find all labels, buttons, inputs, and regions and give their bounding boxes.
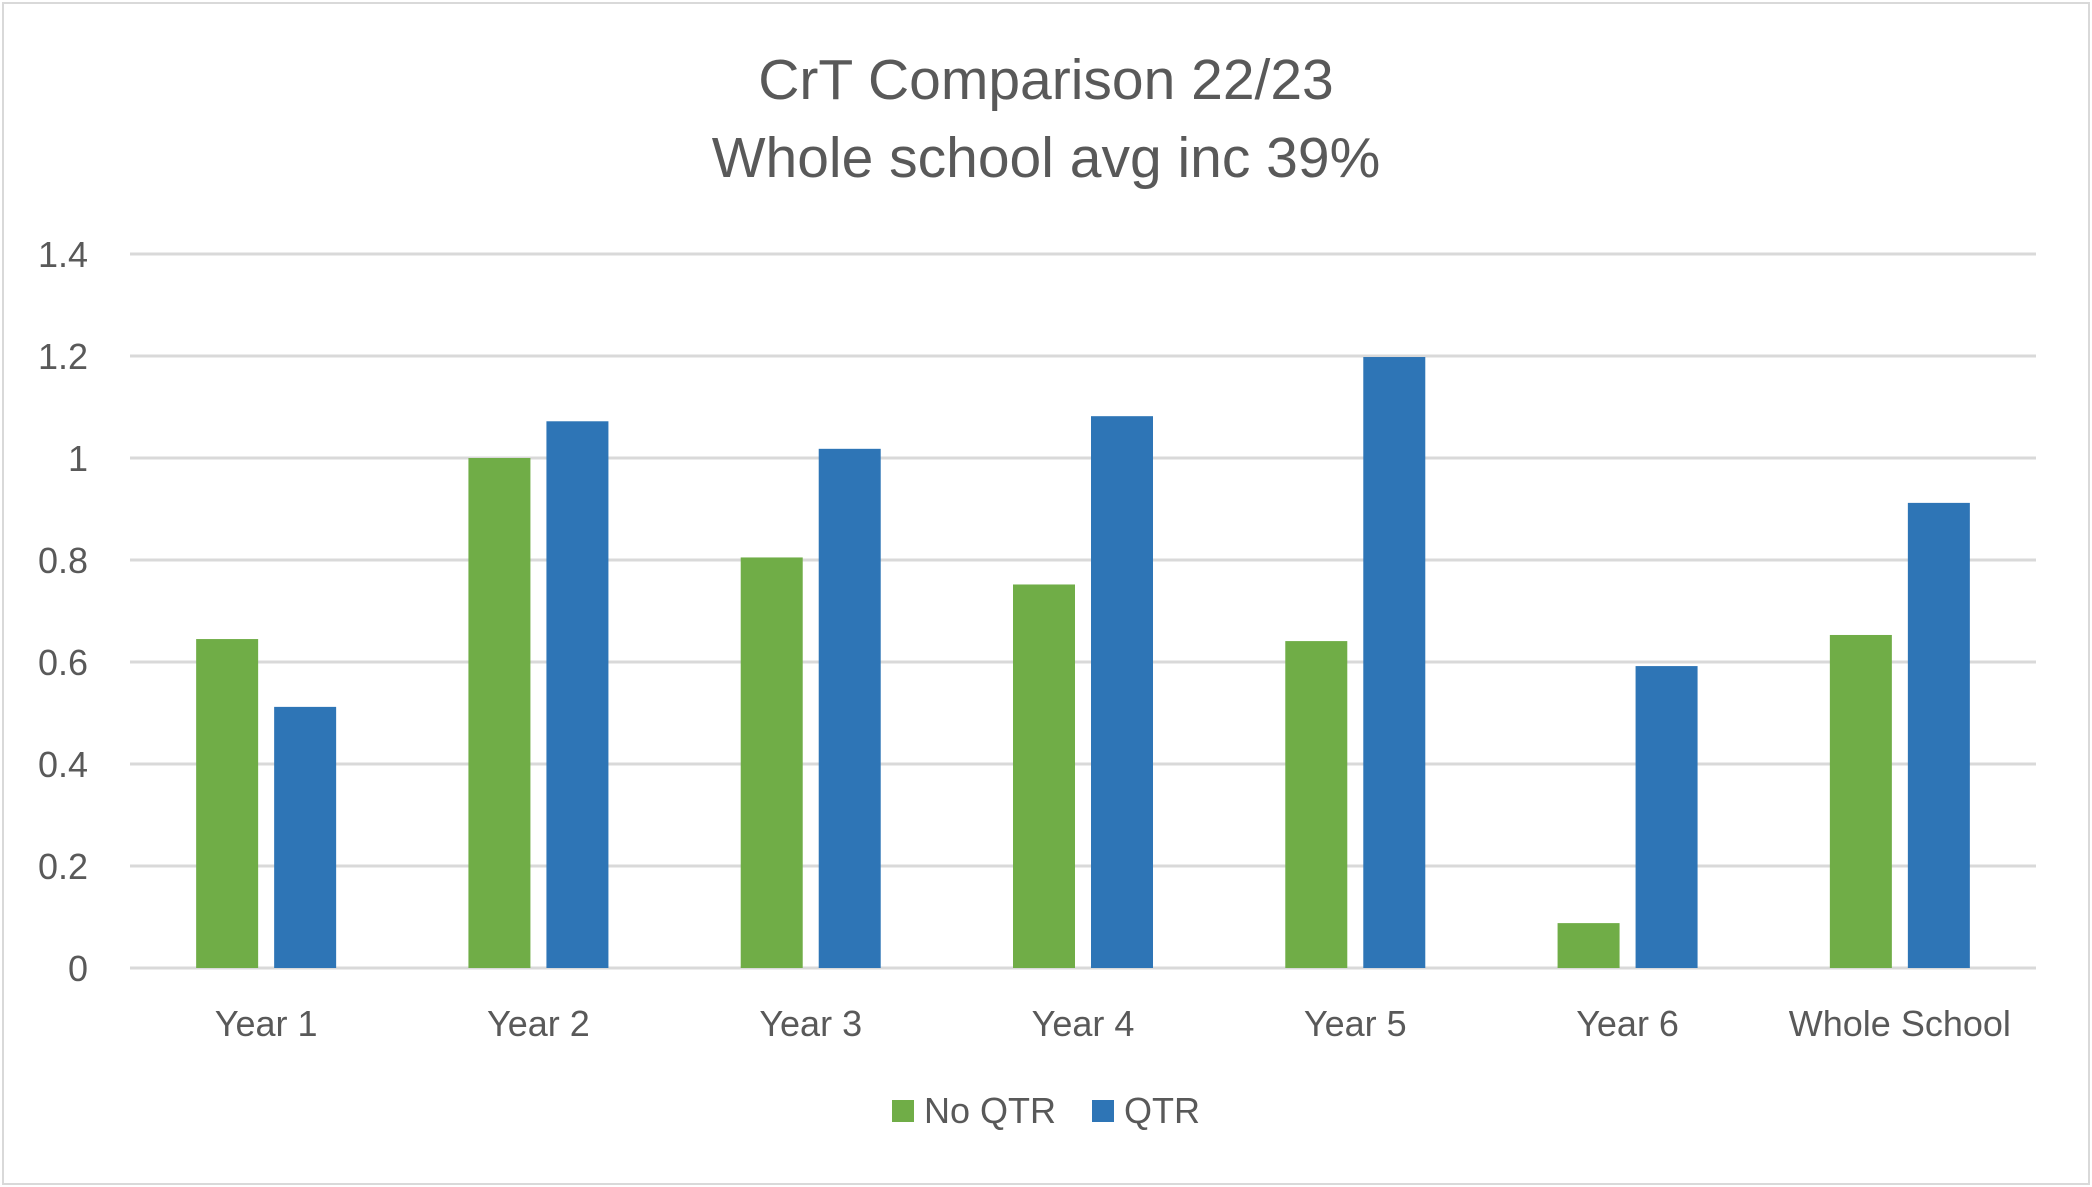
bar-no-qtr-year-3 xyxy=(740,557,803,968)
bar-qtr-year-2 xyxy=(546,421,609,968)
legend: No QTR QTR xyxy=(0,1090,2092,1132)
bar-qtr-year-5 xyxy=(1363,357,1426,968)
y-tick-label: 0.6 xyxy=(38,642,88,683)
x-axis-ticks: Year 1 Year 2 Year 3 Year 4 Year 5 Year 6 Whol… xyxy=(215,1003,2011,1044)
legend-item-no-qtr: No QTR xyxy=(891,1090,1056,1132)
y-tick-label: 0.8 xyxy=(38,540,88,581)
bar-no-qtr-year-4 xyxy=(1013,584,1075,968)
bar-qtr-year-6 xyxy=(1635,666,1698,968)
y-tick-label: 0.4 xyxy=(38,744,88,785)
bar-no-qtr-year-2 xyxy=(468,458,531,968)
bar-qtr-year-3 xyxy=(818,448,881,968)
y-tick-label: 1.2 xyxy=(38,336,88,377)
bar-qtr-whole-school xyxy=(1907,502,1970,968)
x-tick-label: Year 2 xyxy=(487,1003,590,1044)
x-tick-label: Year 1 xyxy=(215,1003,318,1044)
x-tick-label: Year 3 xyxy=(759,1003,862,1044)
legend-swatch-qtr xyxy=(1092,1100,1114,1122)
x-tick-label: Year 6 xyxy=(1576,1003,1679,1044)
x-tick-label: Year 5 xyxy=(1304,1003,1407,1044)
legend-swatch-no-qtr xyxy=(891,1100,914,1122)
y-tick-label: 1.4 xyxy=(38,234,88,275)
chart-subtitle: Whole school avg inc 39% xyxy=(711,126,1381,190)
x-tick-label: Year 4 xyxy=(1032,1003,1135,1044)
bar-no-qtr-whole-school xyxy=(1829,634,1892,968)
legend-item-qtr: QTR xyxy=(1092,1090,1200,1132)
x-tick-label: Whole School xyxy=(1789,1003,2011,1044)
chart-title: CrT Comparison 22/23 xyxy=(758,48,1334,112)
bar-qtr-year-4 xyxy=(1091,416,1153,968)
legend-label-qtr: QTR xyxy=(1124,1090,1200,1131)
bar-qtr-year-1 xyxy=(274,706,337,968)
y-axis-ticks: 0 0.2 0.4 0.6 0.8 1 1.2 1.4 xyxy=(38,234,88,989)
bar-no-qtr-year-6 xyxy=(1557,923,1620,968)
y-tick-label: 1 xyxy=(68,438,88,479)
gridlines xyxy=(130,252,2036,970)
y-tick-label: 0.2 xyxy=(38,846,88,887)
bars xyxy=(196,357,1970,968)
y-tick-label: 0 xyxy=(68,948,88,989)
legend-label-no-qtr: No QTR xyxy=(923,1090,1056,1131)
bar-no-qtr-year-5 xyxy=(1285,641,1348,968)
bar-no-qtr-year-1 xyxy=(196,639,259,968)
